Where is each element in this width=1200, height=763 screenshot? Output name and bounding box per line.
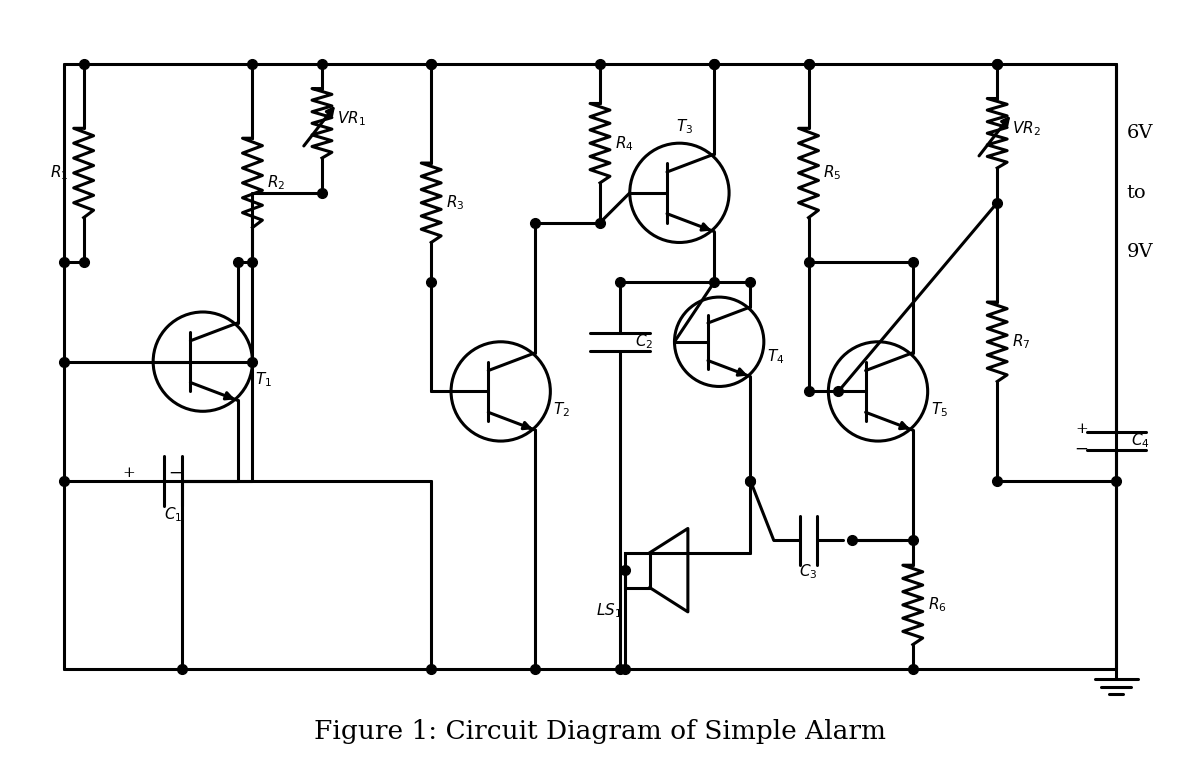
Text: 6V: 6V bbox=[1127, 124, 1153, 142]
Text: $LS_1$: $LS_1$ bbox=[596, 601, 622, 620]
Text: $R_5$: $R_5$ bbox=[823, 163, 841, 182]
Text: $R_4$: $R_4$ bbox=[614, 134, 634, 153]
Text: $C_3$: $C_3$ bbox=[799, 562, 817, 581]
Text: −: − bbox=[1075, 440, 1088, 458]
Text: $R_6$: $R_6$ bbox=[928, 596, 947, 614]
Text: $VR_2$: $VR_2$ bbox=[1012, 119, 1040, 137]
Text: +: + bbox=[1075, 422, 1088, 436]
Text: $R_2$: $R_2$ bbox=[268, 173, 286, 192]
Text: $R_1$: $R_1$ bbox=[50, 163, 68, 182]
Text: $T_2$: $T_2$ bbox=[553, 400, 570, 419]
Text: $T_4$: $T_4$ bbox=[767, 347, 785, 366]
Text: $C_2$: $C_2$ bbox=[635, 333, 653, 351]
Text: +: + bbox=[122, 466, 134, 480]
Text: $C_1$: $C_1$ bbox=[164, 506, 182, 524]
Text: $T_5$: $T_5$ bbox=[931, 400, 948, 419]
Text: $VR_1$: $VR_1$ bbox=[337, 109, 366, 127]
Text: −: − bbox=[168, 465, 182, 481]
Text: $R_7$: $R_7$ bbox=[1012, 333, 1031, 351]
Text: Figure 1: Circuit Diagram of Simple Alarm: Figure 1: Circuit Diagram of Simple Alar… bbox=[314, 719, 886, 744]
Text: $C_4$: $C_4$ bbox=[1132, 432, 1150, 450]
Text: $T_3$: $T_3$ bbox=[676, 118, 692, 137]
Text: 9V: 9V bbox=[1127, 243, 1153, 262]
Bar bbox=[625, 552, 649, 588]
Text: $R_3$: $R_3$ bbox=[446, 193, 464, 212]
Text: $T_1$: $T_1$ bbox=[256, 370, 272, 389]
Text: to: to bbox=[1127, 184, 1146, 202]
